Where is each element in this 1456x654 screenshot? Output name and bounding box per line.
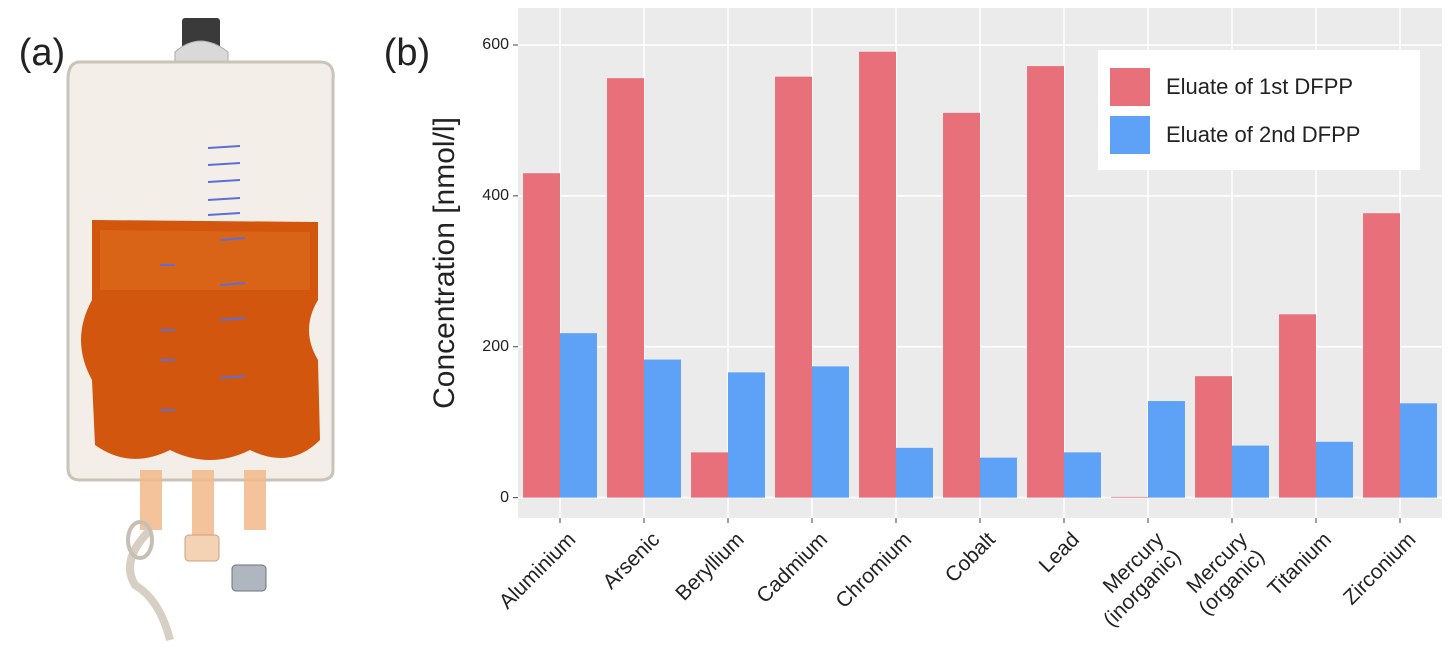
bag-photo	[66, 18, 335, 642]
bar	[1400, 403, 1437, 498]
bar	[1111, 496, 1148, 498]
liquid-highlight	[100, 230, 310, 290]
legend-key	[1110, 116, 1150, 154]
panel-label: (b)	[384, 32, 430, 74]
bar	[523, 173, 560, 498]
bar	[1363, 213, 1400, 498]
y-axis-label: Concentration [nmol/l]	[428, 117, 461, 409]
legend-key	[1110, 68, 1150, 106]
bar	[943, 112, 980, 498]
y-tick-label: 600	[482, 36, 509, 53]
bar	[607, 78, 644, 498]
bar	[1148, 401, 1185, 498]
bar	[1232, 445, 1269, 498]
legend-box	[1098, 50, 1420, 170]
bar	[1279, 314, 1316, 498]
bar	[812, 366, 849, 498]
bar	[691, 452, 728, 498]
bar	[1027, 66, 1064, 498]
bar	[775, 76, 812, 498]
bar	[1195, 376, 1232, 498]
bar	[859, 51, 896, 498]
panel-label: (a)	[19, 32, 65, 74]
bar	[896, 447, 933, 498]
y-tick-label: 200	[482, 338, 509, 355]
legend-label: Eluate of 1st DFPP	[1166, 74, 1353, 99]
legend-label: Eluate of 2nd DFPP	[1166, 122, 1360, 147]
bar	[644, 359, 681, 498]
bar	[728, 372, 765, 498]
bar	[1064, 452, 1101, 498]
bar	[1316, 441, 1353, 498]
bar	[560, 333, 597, 498]
scale-marks	[160, 145, 246, 411]
y-tick-label: 400	[482, 187, 509, 204]
y-tick-label: 0	[500, 489, 509, 506]
bar	[980, 457, 1017, 498]
ports	[126, 470, 267, 642]
